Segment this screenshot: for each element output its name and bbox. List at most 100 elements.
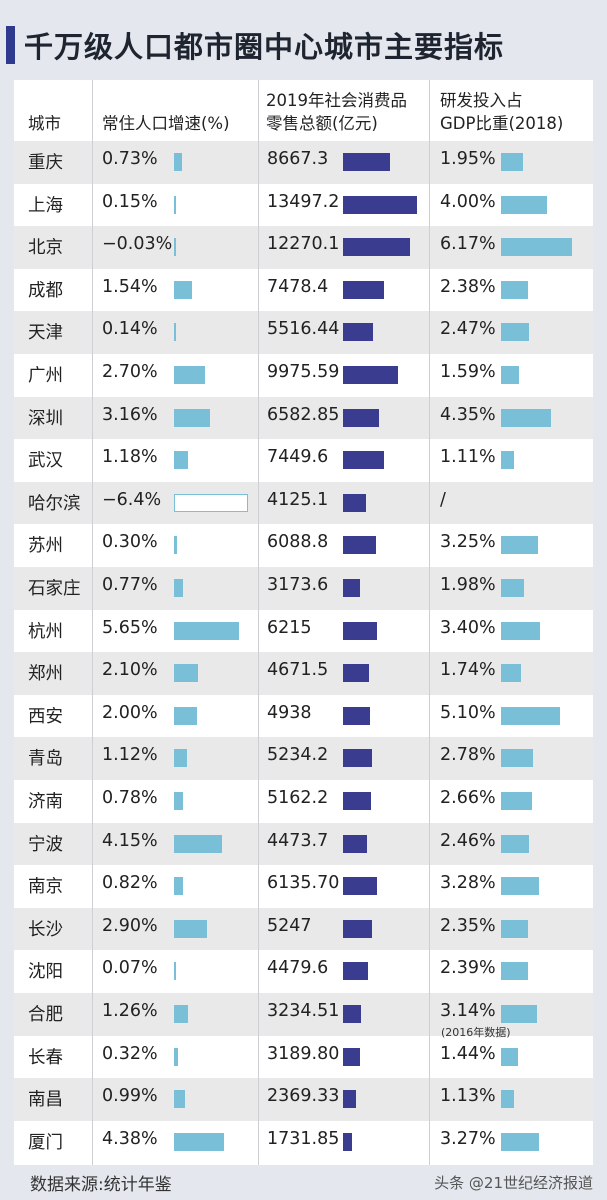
pop-growth-bar <box>174 621 239 640</box>
retail-sales-value: 6135.70 <box>267 873 340 894</box>
table-row: 上海 0.15% 13497.2 4.00% <box>14 184 593 227</box>
retail-sales-bar <box>343 664 369 683</box>
pop-growth-value: 0.99% <box>102 1086 158 1107</box>
rd-ratio-value: 3.25% <box>440 532 496 553</box>
city-name: 宁波 <box>28 834 63 855</box>
retail-sales-value: 3173.6 <box>267 575 329 595</box>
retail-sales-value: 3234.51 <box>267 1001 340 1021</box>
retail-sales-bar <box>343 792 372 810</box>
pop-growth-bar <box>174 1132 225 1151</box>
city-name: 沈阳 <box>28 962 63 983</box>
city-name: 厦门 <box>28 1132 63 1153</box>
pop-growth-value: 0.15% <box>102 191 158 212</box>
city-name: 天津 <box>28 323 63 344</box>
retail-sales-value: 5247 <box>267 915 312 936</box>
retail-sales-value: 3189.80 <box>267 1043 340 1064</box>
city-name: 武汉 <box>28 451 63 472</box>
rd-ratio-bar <box>501 366 520 384</box>
pop-growth-value: −6.4% <box>102 489 162 510</box>
header-retail-line2: 零售总额(亿元) <box>266 114 378 133</box>
pop-growth-bar <box>174 195 176 214</box>
retail-sales-bar <box>343 1047 361 1066</box>
retail-sales-value: 5234.2 <box>267 745 329 766</box>
rd-ratio-bar <box>501 621 541 640</box>
pop-growth-value: 0.32% <box>102 1043 158 1064</box>
rd-ratio-bar <box>501 1047 518 1066</box>
pop-growth-value: 1.54% <box>102 276 158 297</box>
city-name: 成都 <box>28 280 63 301</box>
pop-growth-value: 0.14% <box>102 319 158 340</box>
city-name: 青岛 <box>28 749 63 770</box>
pop-growth-bar <box>174 962 176 981</box>
pop-growth-bar <box>174 153 183 171</box>
city-name: 广州 <box>28 366 63 386</box>
pop-growth-bar <box>174 1005 189 1023</box>
rd-ratio-bar <box>501 323 530 342</box>
pop-growth-value: 1.18% <box>102 447 158 468</box>
table-row: 石家庄 0.77% 3173.6 1.98% <box>14 567 593 610</box>
rd-ratio-value: 2.66% <box>440 788 496 808</box>
retail-sales-bar <box>343 323 374 342</box>
city-name: 哈尔滨 <box>28 493 81 514</box>
header: 千万级人口都市圈中心城市主要指标 <box>0 0 607 80</box>
rd-ratio-bar <box>501 1090 514 1109</box>
table-row: 济南 0.78% 5162.2 2.66% <box>14 780 593 823</box>
city-name: 重庆 <box>28 153 63 173</box>
retail-sales-bar <box>343 536 377 555</box>
header-pop-growth: 常住人口增速(%) <box>102 114 230 133</box>
retail-sales-value: 4671.5 <box>267 660 329 681</box>
retail-sales-value: 12270.1 <box>267 234 340 255</box>
column-divider <box>92 80 93 1165</box>
rd-ratio-bar <box>501 238 572 257</box>
table-row: 厦门 4.38% 1731.85 3.27% <box>14 1121 593 1164</box>
rd-ratio-bar <box>501 962 529 981</box>
retail-sales-bar <box>343 280 384 299</box>
rd-ratio-value: 5.10% <box>440 702 496 723</box>
retail-sales-value: 9975.59 <box>267 362 340 382</box>
rd-ratio-value: 1.98% <box>440 575 496 595</box>
city-name: 西安 <box>28 706 63 727</box>
retail-sales-bar <box>343 451 384 470</box>
retail-sales-value: 6215 <box>267 617 312 638</box>
pop-growth-value: 2.10% <box>102 660 158 681</box>
retail-sales-value: 4473.7 <box>267 830 329 851</box>
rd-ratio-bar <box>501 792 532 810</box>
pop-growth-value: 4.38% <box>102 1128 158 1149</box>
pop-growth-bar <box>174 366 206 384</box>
rd-ratio-value: 3.28% <box>440 873 496 894</box>
pop-growth-bar <box>174 749 187 768</box>
rd-ratio-value: 1.13% <box>440 1086 496 1107</box>
rd-ratio-bar <box>501 1005 538 1023</box>
table-row: 郑州 2.10% 4671.5 1.74% <box>14 652 593 695</box>
pop-growth-value: 3.16% <box>102 404 158 425</box>
table-row: 杭州 5.65% 6215 3.40% <box>14 610 593 653</box>
title-accent-bar <box>6 26 15 64</box>
retail-sales-value: 4125.1 <box>267 489 329 510</box>
retail-sales-bar <box>343 238 411 257</box>
city-name: 长沙 <box>28 919 63 940</box>
city-name: 苏州 <box>28 536 63 557</box>
rd-ratio-value: 2.35% <box>440 915 496 936</box>
header-rd-line1: 研发投入占 <box>440 91 523 110</box>
pop-growth-value: 0.07% <box>102 958 158 979</box>
table-row: 南京 0.82% 6135.70 3.28% <box>14 865 593 908</box>
table-row: 合肥 1.26% 3234.51 3.14% <box>14 993 593 1036</box>
pop-growth-value: 0.30% <box>102 532 158 553</box>
pop-growth-value: 1.12% <box>102 745 158 766</box>
table-row: 青岛 1.12% 5234.2 2.78% <box>14 737 593 780</box>
publisher-credit: 头条 @21世纪经济报道 <box>434 1174 593 1192</box>
rd-ratio-value: 2.39% <box>440 958 496 979</box>
header-city: 城市 <box>28 114 61 133</box>
city-name: 合肥 <box>28 1005 63 1025</box>
column-divider <box>429 80 430 1165</box>
rd-ratio-value: 4.00% <box>440 191 496 212</box>
city-name: 杭州 <box>28 621 63 642</box>
city-name: 南京 <box>28 877 63 898</box>
retail-sales-value: 5162.2 <box>267 788 329 808</box>
retail-sales-bar <box>343 1132 353 1151</box>
retail-sales-bar <box>343 621 377 640</box>
retail-sales-value: 13497.2 <box>267 191 340 212</box>
pop-growth-value: 5.65% <box>102 617 158 638</box>
pop-growth-value: 0.78% <box>102 788 158 808</box>
table-row: 苏州 0.30% 6088.8 3.25% <box>14 524 593 567</box>
